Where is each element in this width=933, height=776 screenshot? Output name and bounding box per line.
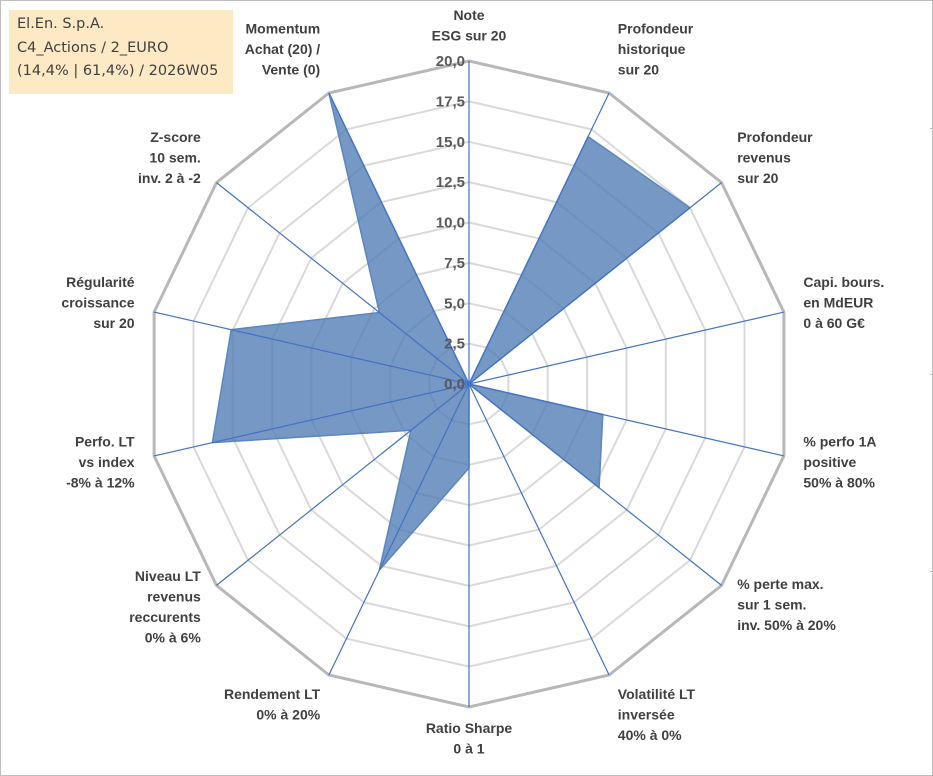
axis-label-line: revenus bbox=[147, 589, 201, 605]
axis-label-line: revenus bbox=[737, 149, 791, 165]
axis-label-line: Perfo. LT bbox=[75, 433, 135, 449]
axis-spoke bbox=[153, 383, 470, 457]
axis-label-line: Rendement LT bbox=[224, 686, 321, 702]
axis-label-line: Régularité bbox=[66, 274, 135, 290]
axis-label-line: Note bbox=[453, 7, 484, 23]
radial-tick-label: 2,5 bbox=[444, 336, 465, 353]
axis-label-line: reccurents bbox=[129, 609, 201, 625]
axis-label-line: 50% à 80% bbox=[803, 474, 875, 490]
axis-label-line: 0% à 20% bbox=[256, 707, 320, 723]
edge-tick bbox=[930, 128, 932, 129]
axis-label-line: croissance bbox=[61, 294, 134, 310]
axis-label-line: positive bbox=[803, 454, 856, 470]
axis-label: Profondeur revenus sur 20 bbox=[737, 129, 813, 186]
axis-label-line: ESG sur 20 bbox=[432, 28, 507, 44]
category-label: C4_Actions / 2_EURO bbox=[17, 39, 169, 56]
edge-tick bbox=[930, 374, 932, 375]
axis-label-line: Volatilité LT bbox=[618, 686, 696, 702]
axis-label: % perte max. sur 1 sem. inv. 50% à 20% bbox=[737, 576, 836, 633]
axis-label: Capi. bours. en MdEUR 0 à 60 G€ bbox=[803, 274, 884, 331]
axis-label: Ratio Sharpe 0 à 1 bbox=[426, 720, 513, 757]
axis-label-line: sur 20 bbox=[618, 62, 659, 78]
radial-tick-label: 17,5 bbox=[436, 93, 465, 110]
axis-label-line: Momentum bbox=[246, 21, 321, 37]
axis-label-line: sur 20 bbox=[737, 170, 778, 186]
company-name: El.En. S.p.A. bbox=[17, 16, 105, 32]
axis-label-line: en MdEUR bbox=[803, 294, 873, 310]
axis-spoke bbox=[328, 92, 470, 385]
axis-label: Régularité croissance sur 20 bbox=[61, 274, 134, 331]
axis-label: Note ESG sur 20 bbox=[432, 7, 507, 44]
axis-label-line: -8% à 12% bbox=[66, 474, 135, 490]
radial-tick-label: 10,0 bbox=[436, 215, 465, 232]
axis-label-line: vs index bbox=[79, 454, 135, 470]
axis-label: Z-score 10 sem. inv. 2 à -2 bbox=[138, 129, 201, 186]
radial-tick-label: 15,0 bbox=[436, 134, 465, 151]
axis-label-line: sur 20 bbox=[93, 315, 134, 331]
radial-tick-label: 12,5 bbox=[436, 174, 465, 191]
axis-spoke bbox=[468, 311, 785, 385]
axis-label: Perfo. LT vs index -8% à 12% bbox=[66, 433, 135, 490]
axis-label-line: Profondeur bbox=[618, 21, 694, 37]
radial-tick-label: 7,5 bbox=[444, 255, 465, 272]
axis-label-line: 0 à 60 G€ bbox=[803, 315, 865, 331]
axis-label-line: Z-score bbox=[150, 129, 201, 145]
axis-label: Volatilité LT inversée 40% à 0% bbox=[618, 686, 696, 743]
axis-label-line: 0 à 1 bbox=[453, 741, 484, 757]
axis-label-line: inv. 2 à -2 bbox=[138, 170, 201, 186]
axis-label-line: 10 sem. bbox=[149, 149, 200, 165]
period-label: (14,4% | 61,4%) / 2026W05 bbox=[17, 63, 219, 79]
info-box: El.En. S.p.A. C4_Actions / 2_EURO (14,4%… bbox=[9, 10, 233, 94]
axis-spoke bbox=[468, 182, 722, 385]
edge-tick bbox=[930, 571, 932, 572]
axis-label: Rendement LT 0% à 20% bbox=[224, 686, 321, 723]
axis-label-line: % perfo 1A bbox=[803, 433, 876, 449]
axis-label-line: Vente (0) bbox=[262, 62, 320, 78]
axis-label-line: 40% à 0% bbox=[618, 727, 682, 743]
axis-label-line: inv. 50% à 20% bbox=[737, 617, 836, 633]
axis-label-line: inversée bbox=[618, 707, 675, 723]
axis-label-line: Profondeur bbox=[737, 129, 813, 145]
axis-label-line: Ratio Sharpe bbox=[426, 720, 513, 736]
axis-spoke bbox=[216, 383, 470, 586]
axis-label-line: Achat (20) / bbox=[245, 41, 321, 57]
radial-tick-label: 5,0 bbox=[444, 295, 465, 312]
axis-label-line: Niveau LT bbox=[135, 568, 201, 584]
axis-spoke bbox=[468, 92, 610, 385]
axis-label-line: % perte max. bbox=[737, 576, 823, 592]
axis-spoke bbox=[468, 383, 785, 457]
radial-tick-label: 20,0 bbox=[436, 53, 465, 70]
axis-label: % perfo 1A positive 50% à 80% bbox=[803, 433, 876, 490]
axis-label-line: 0% à 6% bbox=[145, 630, 202, 646]
axis-spoke bbox=[153, 311, 470, 385]
axis-label-line: Capi. bours. bbox=[803, 274, 884, 290]
axis-label: Niveau LT revenus reccurents 0% à 6% bbox=[129, 568, 201, 646]
axis-label: Profondeur historique sur 20 bbox=[618, 21, 694, 78]
axis-spoke bbox=[468, 383, 610, 676]
axis-spoke bbox=[468, 383, 722, 586]
axis-label: Momentum Achat (20) / Vente (0) bbox=[245, 21, 321, 78]
axis-label-line: sur 1 sem. bbox=[737, 596, 806, 612]
axis-spoke bbox=[328, 383, 470, 676]
radial-tick-label: 0,0 bbox=[444, 376, 465, 393]
axis-label-line: historique bbox=[618, 41, 686, 57]
axis-spoke bbox=[216, 182, 470, 385]
